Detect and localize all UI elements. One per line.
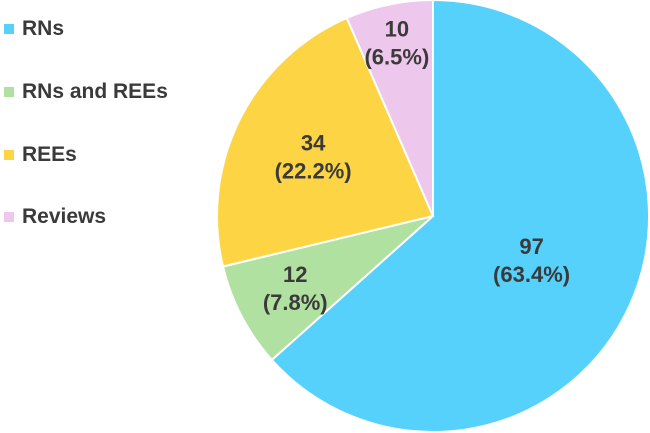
legend-item-reviews: Reviews	[4, 202, 106, 232]
slice-value-label-reviews: 10	[385, 17, 409, 42]
slice-value-label-rns-and-rees: 12	[283, 262, 307, 287]
legend-item-rees: REEs	[4, 140, 77, 170]
legend-label-reviews: Reviews	[22, 205, 107, 228]
slice-percent-label-reviews: (6.5%)	[364, 45, 429, 70]
pie-slice-rees	[216, 16, 435, 268]
legend-swatch-rns-and-rees	[4, 87, 14, 97]
chart-legend: RNs RNs and REEs REEs Reviews	[0, 0, 210, 433]
pie-slice-reviews	[345, 0, 434, 217]
legend-label-rns: RNs	[22, 17, 65, 40]
slice-value-label-rees: 34	[301, 130, 326, 155]
pie-slice-rns-and-rees	[221, 215, 434, 362]
pie-slice-rns	[270, 0, 650, 433]
legend-item-rns: RNs	[4, 14, 64, 44]
legend-swatch-reviews	[4, 212, 14, 222]
slice-percent-label-rees: (22.2%)	[275, 158, 352, 183]
legend-label-rees: REEs	[22, 143, 77, 166]
legend-label-rns-and-rees: RNs and REEs	[22, 80, 168, 103]
slice-value-label-rns: 97	[519, 234, 543, 259]
slice-percent-label-rns: (63.4%)	[493, 262, 570, 287]
slice-percent-label-rns-and-rees: (7.8%)	[263, 290, 328, 315]
legend-item-rns-and-rees: RNs and REEs	[4, 77, 168, 107]
legend-swatch-rns	[4, 24, 14, 34]
legend-swatch-rees	[4, 150, 14, 160]
